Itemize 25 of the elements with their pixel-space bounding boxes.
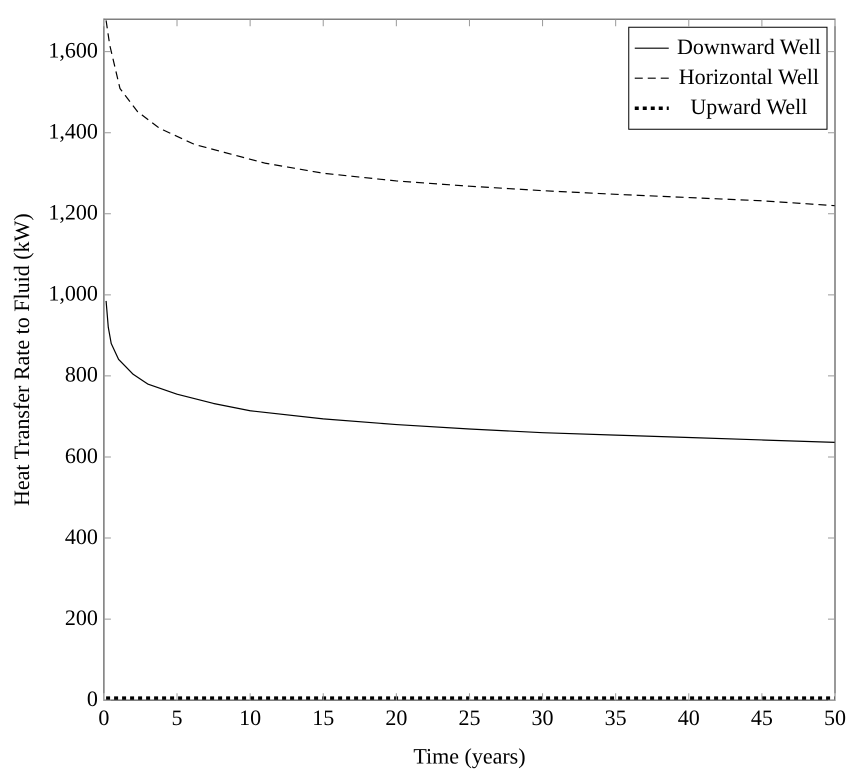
y-axis-title: Heat Transfer Rate to Fluid (kW): [8, 213, 34, 506]
y-tick-label: 800: [64, 362, 98, 387]
x-tick-label: 10: [239, 705, 262, 730]
x-tick-label: 35: [604, 705, 627, 730]
y-tick-label: 1,000: [48, 280, 98, 306]
y-tick-label: 1,600: [48, 37, 98, 62]
x-tick-label: 5: [172, 705, 183, 730]
y-tick-label: 600: [64, 442, 98, 468]
x-tick-label: 20: [385, 705, 408, 730]
y-tick-label: 400: [64, 524, 98, 549]
y-tick-label: 0: [86, 686, 98, 711]
y-tick-label: 200: [64, 604, 98, 630]
legend-label: Downward Well: [676, 34, 821, 59]
y-tick-label: 1,200: [48, 200, 98, 225]
x-tick-label: 30: [532, 705, 554, 730]
x-tick-label: 40: [678, 705, 700, 730]
x-tick-label: 50: [824, 705, 846, 730]
x-tick-label: 25: [458, 705, 480, 730]
line-series: [105, 20, 835, 206]
legend-label: Horizontal Well: [678, 64, 819, 89]
x-tick-label: 15: [312, 705, 334, 730]
x-axis-title: Time (years): [413, 744, 526, 769]
x-tick-label: 45: [750, 705, 773, 730]
legend-label: Upward Well: [690, 94, 808, 119]
y-tick-label: 1,400: [48, 118, 98, 144]
